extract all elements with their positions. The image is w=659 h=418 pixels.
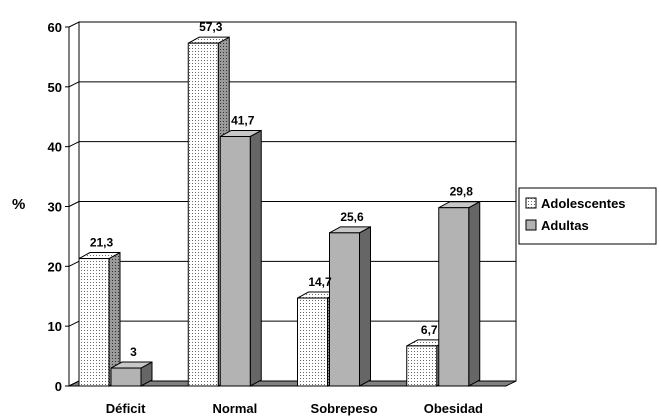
- data-label: 6,7: [421, 323, 438, 337]
- bars: [78, 36, 481, 387]
- x-tick-label: Déficit: [106, 401, 146, 416]
- bar-front: [406, 345, 438, 387]
- data-label: 3: [130, 345, 137, 359]
- y-tick-label: 20: [48, 259, 62, 274]
- legend: Adolescentes Adultas: [518, 187, 657, 245]
- bar: [438, 200, 481, 387]
- bar-side: [468, 200, 481, 387]
- gridline-side: [68, 320, 80, 327]
- legend-box: [518, 187, 657, 245]
- legend-swatch: [525, 219, 537, 231]
- y-axis-title: %: [12, 196, 25, 213]
- data-label: 29,8: [450, 185, 474, 199]
- bar-side: [249, 129, 262, 387]
- gridline-side: [68, 141, 80, 148]
- y-tick-label: 40: [48, 140, 62, 155]
- bar-side: [359, 225, 371, 387]
- y-tick-label: 10: [48, 319, 62, 334]
- y-tick-label: 50: [48, 80, 62, 95]
- bar-front: [219, 135, 251, 387]
- bar-front: [438, 207, 470, 387]
- bar-front: [110, 367, 142, 387]
- gridline-side: [68, 201, 80, 207]
- data-label: 25,6: [340, 210, 364, 224]
- data-label: 14,7: [308, 275, 332, 289]
- legend-label: Adultas: [541, 218, 589, 233]
- bar-front: [78, 258, 110, 387]
- gridline-side: [68, 81, 80, 88]
- bar: [329, 225, 371, 387]
- y-tick-label: 0: [55, 379, 62, 394]
- y-tick-label: 60: [48, 20, 62, 35]
- bar: [219, 129, 262, 387]
- gridline-side: [68, 260, 80, 267]
- x-tick-label: Normal: [212, 401, 257, 416]
- legend-label: Adolescentes: [541, 196, 626, 211]
- bar: [78, 251, 121, 387]
- legend-swatch: [525, 197, 537, 209]
- bar: [110, 361, 153, 387]
- bar-front: [329, 232, 360, 387]
- y-tick-label: 30: [48, 200, 62, 215]
- bar-front: [187, 42, 219, 387]
- data-label: 57,3: [199, 20, 223, 34]
- x-tick-label: Sobrepeso: [311, 401, 378, 416]
- data-label: 21,3: [90, 236, 114, 250]
- data-label: 41,7: [231, 113, 255, 127]
- x-tick-label: Obesidad: [424, 401, 483, 416]
- bar-front: [297, 297, 328, 387]
- labels: 21,3 3 Déficit 57,3 41,7 Normal 14,7 25,6 Sobrep…: [90, 20, 483, 416]
